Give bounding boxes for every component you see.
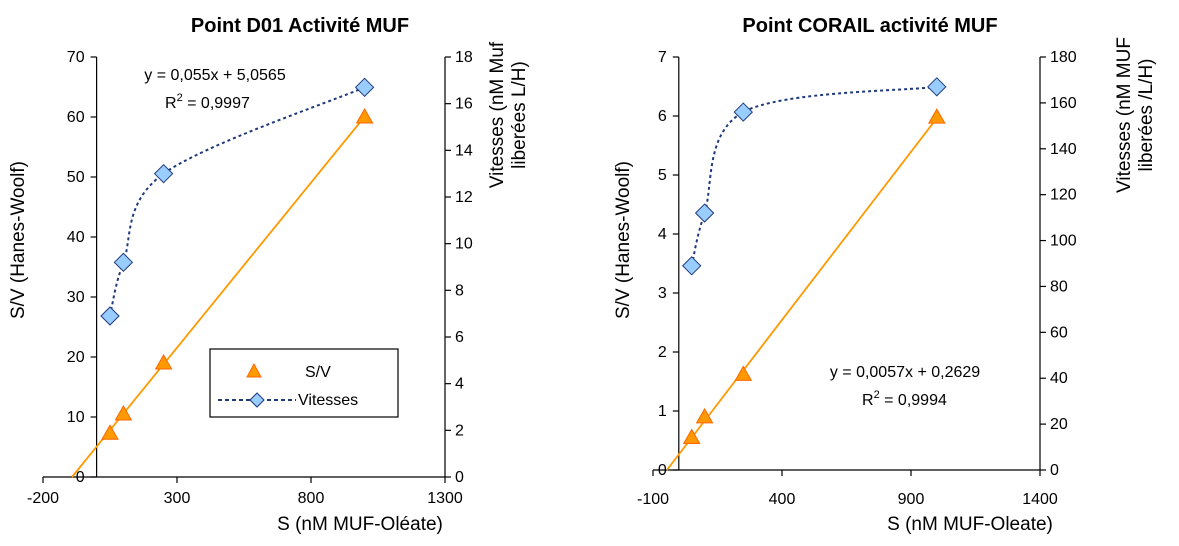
y-tick-label: 7 xyxy=(658,49,667,66)
y-axis-label: S/V (Hanes-Woolf) xyxy=(8,161,29,319)
x-tick-label: 800 xyxy=(298,490,325,507)
vitesses-point xyxy=(733,102,754,122)
trendline xyxy=(666,117,938,471)
legend-diamond-marker xyxy=(249,392,265,408)
r-squared-value: = 0,9994 xyxy=(880,392,947,409)
y-tick-label: 70 xyxy=(67,49,85,66)
vitesses-point xyxy=(153,163,174,184)
y2-tick-label: 0 xyxy=(1050,462,1059,479)
vitesses-curve xyxy=(109,86,365,317)
r-squared-exponent: 2 xyxy=(177,92,183,104)
y2-tick-label: 160 xyxy=(1050,95,1077,112)
chart-d01: Point D01 Activité MUF 01020304050607002… xyxy=(8,15,530,535)
y-tick-label: 30 xyxy=(67,289,85,306)
sv-point xyxy=(101,424,119,440)
y-tick-label: 60 xyxy=(67,109,85,126)
sv-point xyxy=(927,108,946,124)
y2-axis-label-line2: liberées /L/H) xyxy=(1136,59,1157,172)
y2-tick-label: 8 xyxy=(455,282,464,299)
sv-point xyxy=(114,404,133,421)
r-squared-symbol: R xyxy=(165,95,177,112)
chart-title: Point CORAIL activité MUF xyxy=(742,15,997,37)
y2-tick-label: 16 xyxy=(455,96,473,113)
sv-point xyxy=(682,428,701,445)
chart-corail: Point CORAIL activité MUF 01234567020406… xyxy=(613,15,1157,535)
marks xyxy=(71,77,375,478)
r-squared: R2 = 0,9994 xyxy=(862,389,947,409)
x-axis-label: S (nM MUF-Oléate) xyxy=(277,514,443,535)
y-tick-label: 1 xyxy=(658,403,667,420)
y-tick-label: 20 xyxy=(67,349,85,366)
y2-tick-label: 80 xyxy=(1050,278,1068,295)
chart-title: Point D01 Activité MUF xyxy=(191,15,409,37)
y2-tick-label: 20 xyxy=(1050,416,1068,433)
trendline xyxy=(71,116,366,478)
y2-tick-label: 12 xyxy=(455,189,473,206)
sv-point xyxy=(355,107,374,124)
legend-label-vitesses: Vitesses xyxy=(298,392,358,409)
vitesses-point xyxy=(100,306,120,326)
y-tick-label: 5 xyxy=(658,167,667,184)
x-tick-label: 1300 xyxy=(427,490,463,507)
x-tick-label: -100 xyxy=(637,491,669,508)
y-tick-label: 2 xyxy=(658,344,667,361)
y2-tick-label: 14 xyxy=(455,142,473,159)
legend-label-sv: S/V xyxy=(305,364,331,381)
y-tick-label: 3 xyxy=(658,285,667,302)
y2-tick-label: 0 xyxy=(455,469,464,486)
y2-tick-label: 40 xyxy=(1050,370,1068,387)
y2-tick-label: 4 xyxy=(455,376,464,393)
sv-point xyxy=(154,353,173,370)
x-tick-label: 400 xyxy=(769,491,796,508)
y-tick-label: 40 xyxy=(67,229,85,246)
y2-tick-label: 120 xyxy=(1050,187,1077,204)
r-squared-value: = 0,9997 xyxy=(183,95,250,112)
y-tick-label: 10 xyxy=(67,409,85,426)
y2-tick-label: 18 xyxy=(455,49,473,66)
legend-triangle-marker xyxy=(246,362,262,378)
y2-tick-label: 180 xyxy=(1050,49,1077,66)
vitesses-curve xyxy=(690,85,937,267)
trendline-equation: y = 0,055x + 5,0565 xyxy=(144,67,286,84)
vitesses-point xyxy=(681,256,702,276)
trendline-equation: y = 0,0057x + 0,2629 xyxy=(830,364,980,381)
y2-tick-label: 100 xyxy=(1050,233,1077,250)
vitesses-point xyxy=(113,252,134,273)
sv-point xyxy=(734,365,753,381)
y2-tick-label: 2 xyxy=(455,422,464,439)
x-tick-label: 900 xyxy=(898,491,925,508)
x-tick-label: 300 xyxy=(164,490,191,507)
y2-tick-label: 6 xyxy=(455,329,464,346)
sv-point xyxy=(695,407,714,424)
y-tick-label: 4 xyxy=(658,226,667,243)
y-tick-label: 50 xyxy=(67,169,85,186)
marks xyxy=(666,77,947,471)
y-axis-label: S/V (Hanes-Woolf) xyxy=(613,161,634,319)
r-squared-symbol: R xyxy=(862,392,874,409)
vitesses-point xyxy=(694,203,715,223)
y2-axis-label-line1: Vitesses (nM Muf xyxy=(487,41,508,188)
y2-tick-label: 10 xyxy=(455,236,473,253)
y2-tick-label: 60 xyxy=(1050,324,1068,341)
r-squared-exponent: 2 xyxy=(874,389,880,401)
x-tick-label: 1400 xyxy=(1022,491,1058,508)
legend: S/V Vitesses xyxy=(209,348,399,418)
y2-tick-label: 140 xyxy=(1050,141,1077,158)
x-axis-label: S (nM MUF-Oleate) xyxy=(887,514,1053,535)
legend-box xyxy=(209,348,399,418)
vitesses-point xyxy=(354,77,375,98)
vitesses-point xyxy=(927,77,947,97)
y2-axis-label-line2: liberées L/H) xyxy=(509,61,530,169)
x-tick-label: -200 xyxy=(27,490,59,507)
r-squared: R2 = 0,9997 xyxy=(165,92,250,112)
y-tick-label: 6 xyxy=(658,108,667,125)
y2-axis-label-line1: Vitesses (nM MUF xyxy=(1114,37,1135,193)
